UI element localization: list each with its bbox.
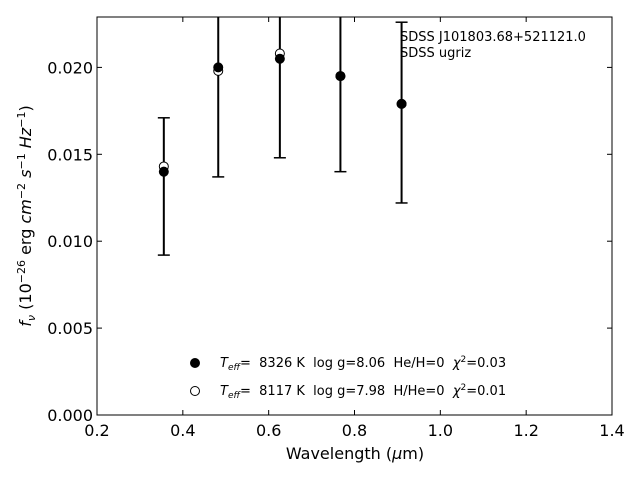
x-tick-label: 0.6 [256, 421, 281, 440]
annotation-line-2: SDSS ugriz [400, 46, 471, 61]
x-tick-label: 0.8 [342, 421, 367, 440]
y-tick-label: 0.010 [47, 232, 93, 251]
x-tick-label: 0.2 [84, 421, 109, 440]
legend: Teff= 8326 K log g=8.06 He/H=0 χ2=0.03 T… [190, 355, 506, 401]
x-axis-title: Wavelength (μm) [286, 444, 424, 463]
x-tick-label: 1.2 [513, 421, 538, 440]
y-tick-label: 0.015 [47, 145, 93, 164]
model-point-filled [396, 98, 407, 109]
annotation: SDSS J101803.68+521121.0 SDSS ugriz [400, 30, 586, 61]
legend-marker-open [190, 386, 200, 396]
axis-ticks: 0.2 0.4 0.6 0.8 1.0 1.2 1.4 0.000 0.005 0.010 0.01… [47, 17, 625, 440]
model-point-filled [274, 53, 285, 64]
x-tick-label: 0.4 [170, 421, 195, 440]
model-point-filled [158, 166, 169, 177]
y-tick-label: 0.020 [47, 58, 93, 77]
legend-label-2: Teff= 8117 K log g=7.98 H/He=0 χ2=0.01 [220, 383, 506, 401]
legend-marker-filled [190, 358, 200, 368]
plot-marks [157, 17, 408, 256]
x-tick-label: 1.0 [428, 421, 453, 440]
x-tick-label: 1.4 [599, 421, 624, 440]
model-point-filled [335, 71, 346, 82]
legend-label-1: Teff= 8326 K log g=8.06 He/H=0 χ2=0.03 [220, 355, 506, 373]
y-tick-label: 0.005 [47, 319, 93, 338]
y-axis-title: fν (10−26 erg cm−2 s−1 Hz−1) [15, 105, 38, 326]
model-point-filled [213, 62, 224, 73]
annotation-line-1: SDSS J101803.68+521121.0 [400, 30, 586, 45]
y-tick-label: 0.000 [47, 406, 93, 425]
